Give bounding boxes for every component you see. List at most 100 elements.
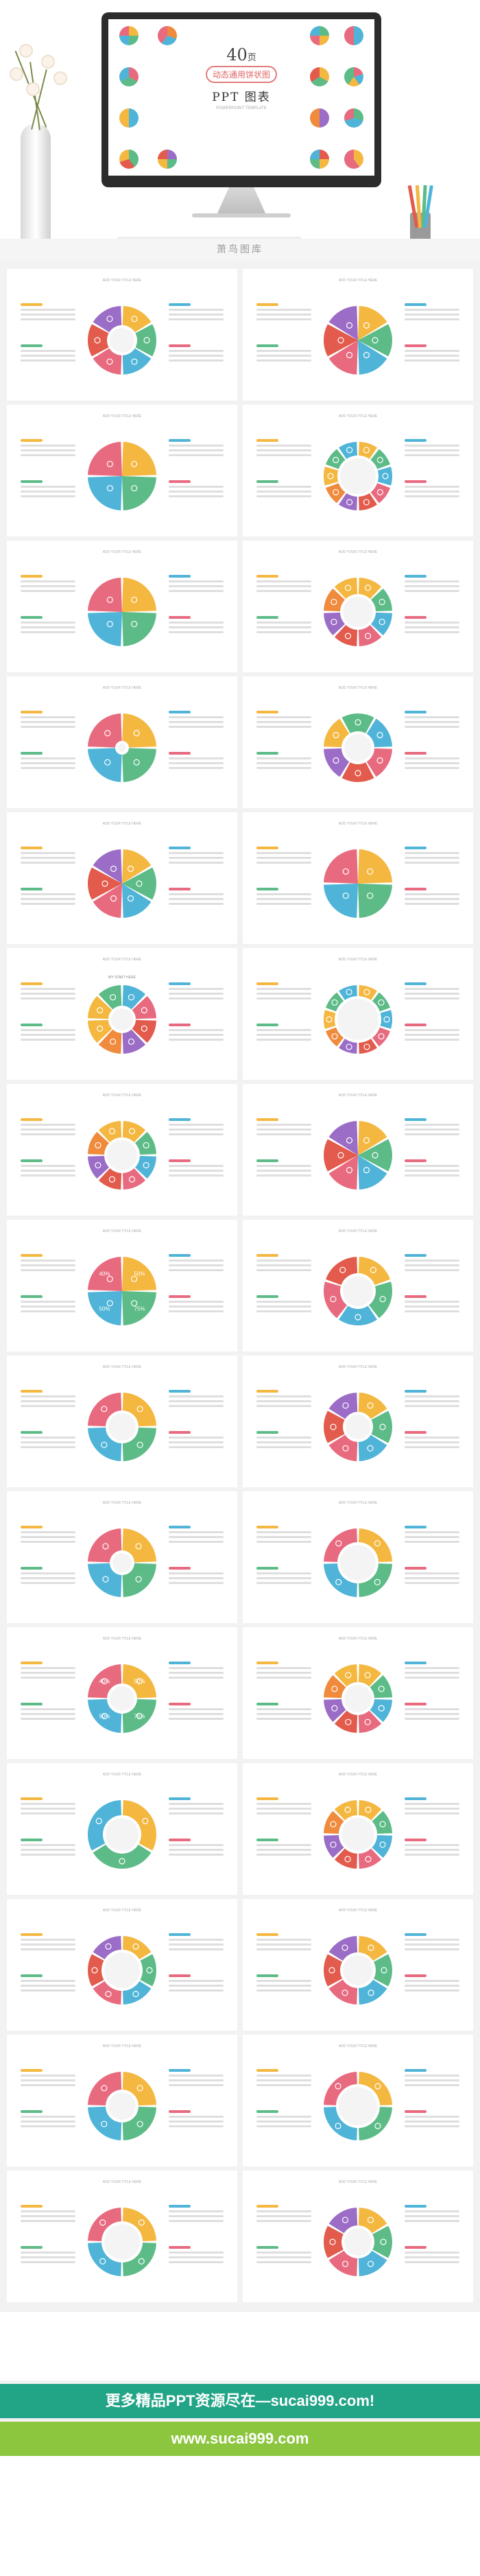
slide-thumbnail[interactable]: ADD YOUR TITLE HERE — [7, 676, 237, 808]
slide-thumbnail[interactable]: ADD YOUR TITLE HERE — [243, 2035, 473, 2166]
segment-icon — [110, 1038, 117, 1045]
chart-segment — [334, 1664, 358, 1687]
chart-segment — [328, 2250, 358, 2276]
chart-segment — [326, 449, 346, 469]
slide-title: ADD YOUR TITLE HERE — [338, 1501, 378, 1505]
placeholder-text — [405, 439, 459, 459]
chart-segment — [370, 449, 390, 469]
placeholder-text — [256, 1159, 311, 1179]
slide-thumbnail[interactable]: ADD YOUR TITLE HERE — [7, 812, 237, 944]
center-disc — [339, 2087, 377, 2125]
slide-thumbnail[interactable]: ADD YOUR TITLE HERE — [7, 405, 237, 536]
slide-thumbnail[interactable]: ADD YOUR TITLE HERE — [243, 948, 473, 1080]
slide-thumbnail[interactable]: ADD YOUR TITLE HERE — [243, 1627, 473, 1759]
slide-thumbnail[interactable]: ADD YOUR TITLE HERE — [243, 1220, 473, 1351]
blank-area — [0, 2312, 480, 2380]
chart-segment — [324, 324, 358, 357]
chart-segment — [358, 1121, 387, 1155]
chart-segment — [372, 2225, 392, 2258]
chart-segment — [328, 1979, 358, 2005]
slide-thumbnail[interactable]: ADD YOUR TITLE HERE — [7, 2171, 237, 2302]
chart-segment — [359, 493, 377, 510]
chart-segment — [370, 1699, 392, 1723]
slide-thumbnail[interactable]: ADD YOUR TITLE HERE 50% 75% 50% 40% — [7, 1627, 237, 1759]
placeholder-text — [169, 1431, 224, 1451]
chart-segment — [328, 340, 358, 375]
chart-segment — [366, 748, 392, 777]
slide-chart — [88, 713, 156, 782]
placeholder-text — [405, 888, 459, 908]
segment-icon — [346, 989, 352, 995]
segment-icon — [344, 584, 352, 591]
slide-thumbnail[interactable]: ADD YOUR TITLE HERE — [243, 676, 473, 808]
chart-segment — [88, 1528, 122, 1563]
placeholder-text — [256, 575, 311, 595]
placeholder-text — [21, 888, 75, 908]
chart-segment — [358, 1257, 390, 1286]
slide-thumbnail[interactable]: ADD YOUR TITLE HERE — [243, 1763, 473, 1895]
segment-icon — [101, 1441, 108, 1448]
slide-thumbnail[interactable]: ADD YOUR TITLE HERE — [243, 269, 473, 401]
segment-icon — [105, 1991, 112, 1998]
slide-thumbnail[interactable]: ADD YOUR TITLE HERE — [7, 541, 237, 672]
chart-segment — [324, 718, 350, 748]
slide-thumbnail[interactable]: ADD YOUR TITLE HERE 50% 75% 50% 40% — [7, 1220, 237, 1351]
chart-segment — [93, 884, 122, 918]
segment-icon — [365, 1806, 372, 1813]
placeholder-text — [256, 1797, 311, 1817]
slide-thumbnail[interactable]: ADD YOUR TITLE HERE — [243, 1356, 473, 1487]
chart-segment — [324, 2072, 357, 2105]
placeholder-text — [256, 982, 311, 1002]
segment-icon — [331, 999, 338, 1006]
chart-segment — [122, 884, 152, 918]
slide-thumbnail[interactable]: ADD YOUR TITLE HERE — [243, 812, 473, 944]
placeholder-text — [405, 480, 459, 500]
segment-icon — [110, 994, 117, 1001]
segment-icon — [141, 1007, 147, 1014]
slide-thumbnail[interactable]: ADD YOUR TITLE HERE — [243, 541, 473, 672]
placeholder-text — [405, 1662, 459, 1681]
chart-segment — [122, 849, 152, 884]
slide-thumbnail[interactable]: ADD YOUR TITLE HERE — [243, 1491, 473, 1623]
segment-icon — [335, 2123, 341, 2129]
center-disc — [343, 1276, 373, 1306]
segment-icon — [131, 621, 138, 628]
website-banner[interactable]: www.sucai999.com — [0, 2422, 480, 2456]
slide-thumbnail[interactable]: ADD YOUR TITLE HERE — [7, 1356, 237, 1487]
slide-chart — [324, 849, 392, 918]
slide-thumbnail[interactable]: ADD YOUR TITLE HERE — [7, 1084, 237, 1216]
placeholder-text — [405, 1933, 459, 1953]
chart-segment — [122, 612, 156, 646]
slide-thumbnail[interactable]: ADD YOUR TITLE HERE — [243, 1084, 473, 1216]
mini-chart — [310, 150, 329, 169]
segment-icon — [368, 1989, 374, 1996]
slide-thumbnail[interactable]: ADD YOUR TITLE HERE — [243, 405, 473, 536]
slide-thumbnail[interactable]: ADD YOUR TITLE HERE — [7, 1899, 237, 2031]
promo-banner[interactable]: 更多精品PPT资源尽在—sucai999.com! — [0, 2384, 480, 2418]
placeholder-text — [169, 752, 224, 772]
slide-thumbnail[interactable]: ADD YOUR TITLE HERE MY START HERE — [7, 948, 237, 1080]
placeholder-text — [256, 616, 311, 636]
segment-icon — [95, 1161, 101, 1169]
slide-thumbnail[interactable]: ADD YOUR TITLE HERE — [7, 1491, 237, 1623]
chart-segment — [371, 612, 392, 636]
chart-segment — [324, 1675, 346, 1699]
slide-thumbnail[interactable]: ADD YOUR TITLE HERE — [243, 2171, 473, 2302]
placeholder-text — [256, 1567, 311, 1587]
placeholder-text — [405, 2205, 459, 2225]
slide-thumbnail[interactable]: ADD YOUR TITLE HERE — [243, 1899, 473, 2031]
chart-segment — [324, 849, 358, 884]
slide-thumbnail[interactable]: ADD YOUR TITLE HERE — [7, 269, 237, 401]
slide-title: ADD YOUR TITLE HERE — [338, 1094, 378, 1098]
placeholder-text — [21, 711, 75, 731]
mini-chart — [344, 67, 363, 86]
slide-title: ADD YOUR TITLE HERE — [102, 550, 142, 554]
placeholder-text — [169, 1797, 224, 1817]
slide-thumbnail[interactable]: ADD YOUR TITLE HERE — [7, 1763, 237, 1895]
segment-icon — [367, 868, 374, 875]
chart-segment — [122, 2072, 156, 2106]
slide-thumbnail[interactable]: ADD YOUR TITLE HERE — [7, 2035, 237, 2166]
slide-title: ADD YOUR TITLE HERE — [102, 1773, 142, 1777]
chart-segment — [328, 306, 358, 340]
mini-chart — [119, 67, 139, 86]
